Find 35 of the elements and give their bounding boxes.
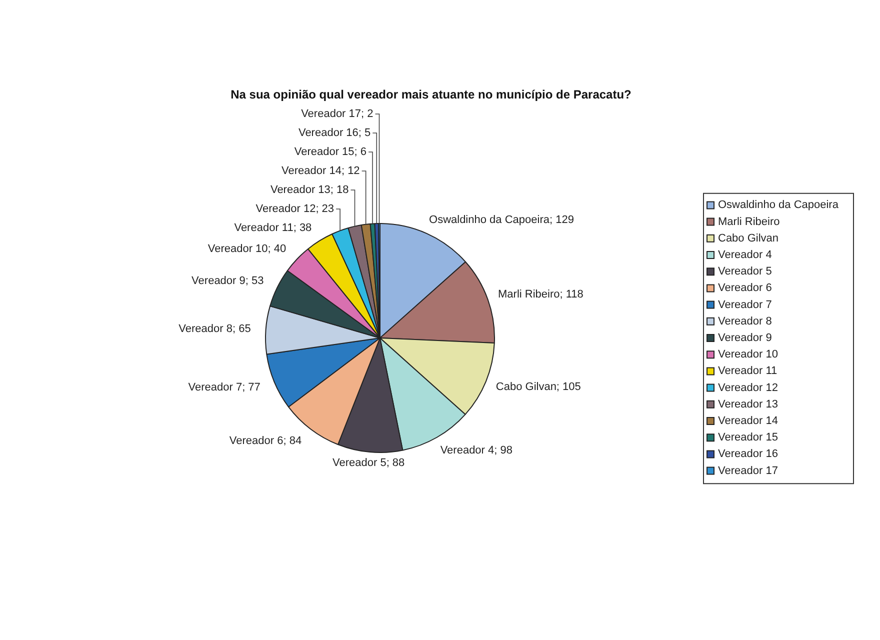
legend-label: Vereador 4 [718, 249, 772, 262]
legend-label: Vereador 7 [718, 298, 772, 311]
legend-label: Marli Ribeiro [718, 216, 780, 228]
chart-title: Na sua opinião qual vereador mais atuante no município de Paracatu? [230, 87, 632, 102]
data-label: Vereador 10; 40 [208, 242, 286, 255]
legend-label: Vereador 10 [718, 348, 778, 361]
legend-label: Vereador 5 [718, 266, 772, 278]
data-label: Oswaldinho da Capoeira; 129 [429, 214, 574, 226]
data-label: Vereador 12; 23 [256, 203, 334, 216]
legend-label: Vereador 17 [718, 464, 778, 477]
data-label: Vereador 6; 84 [229, 435, 302, 448]
legend-label: Vereador 15 [718, 432, 778, 444]
data-label: Cabo Gilvan; 105 [496, 380, 581, 393]
legend-label: Oswaldinho da Capoeira [718, 199, 840, 212]
legend-label: Vereador 12 [718, 382, 778, 394]
legend-label: Cabo Gilvan [718, 232, 779, 244]
data-label: Vereador 17; 2 [301, 108, 374, 120]
legend-label: Vereador 13 [718, 398, 778, 410]
legend-label: Vereador 11 [718, 365, 778, 378]
legend-label: Vereador 16 [718, 448, 778, 460]
data-label: Vereador 8; 65 [178, 322, 251, 335]
data-label: Vereador 4; 98 [440, 444, 512, 456]
data-label: Vereador 7; 77 [188, 382, 260, 394]
data-label: Vereador 5; 88 [332, 457, 405, 470]
data-label: Vereador 16; 5 [298, 127, 371, 140]
data-label: Vereador 9; 53 [192, 275, 264, 287]
data-label: Vereador 15; 6 [294, 146, 367, 158]
legend-label: Vereador 6 [718, 282, 772, 294]
data-label: Vereador 13; 18 [270, 184, 349, 196]
data-label: Vereador 11; 38 [234, 222, 312, 234]
data-label: Marli Ribeiro; 118 [498, 288, 584, 301]
legend-label: Vereador 8 [718, 315, 772, 328]
legend-label: Vereador 9 [718, 332, 772, 344]
data-label: Vereador 14; 12 [282, 165, 360, 178]
legend-label: Vereador 14 [718, 415, 778, 428]
